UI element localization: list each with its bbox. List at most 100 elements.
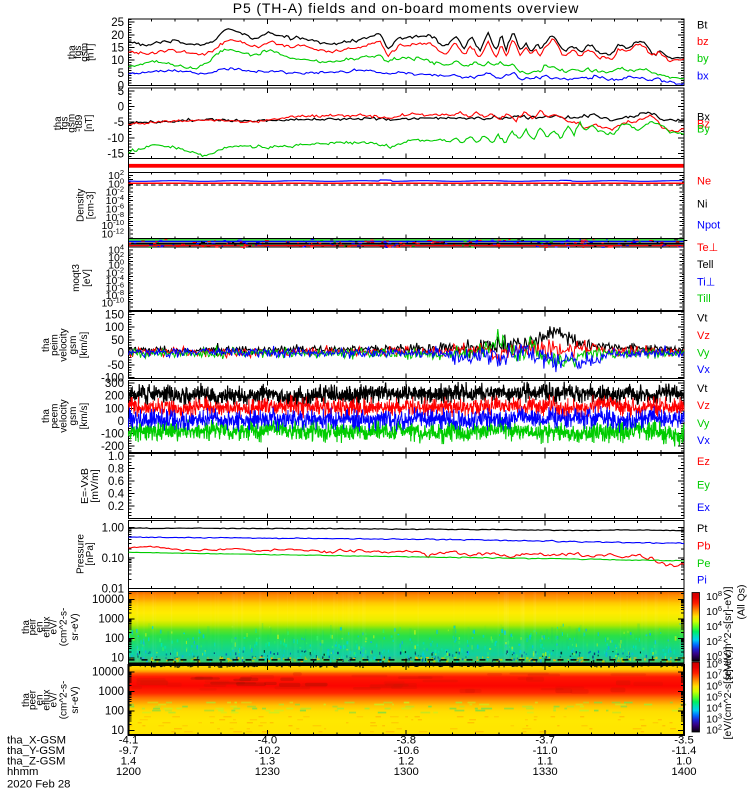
svg-text:[nT]: [nT]: [84, 114, 95, 131]
svg-text:Npot: Npot: [697, 220, 720, 232]
svg-text:[nT]: [nT]: [86, 43, 97, 60]
svg-text:-3.5: -3.5: [674, 735, 693, 747]
svg-text:en: en: [35, 694, 46, 705]
svg-text:tha: tha: [21, 620, 32, 634]
svg-text:fgs: fgs: [60, 117, 71, 130]
svg-text:Vz: Vz: [697, 330, 710, 342]
svg-text:1000: 1000: [98, 686, 124, 698]
svg-text:0.8: 0.8: [108, 464, 124, 476]
svg-text:200: 200: [105, 391, 124, 403]
svg-text:1200: 1200: [116, 766, 141, 778]
svg-text:Vy: Vy: [697, 348, 710, 360]
svg-text:velocity: velocity: [59, 399, 70, 432]
svg-text:-5: -5: [114, 117, 124, 129]
svg-text:sr-eV): sr-eV): [70, 613, 81, 640]
svg-text:-10.6: -10.6: [393, 745, 419, 757]
svg-text:Ti⊥: Ti⊥: [697, 277, 715, 289]
svg-text:by: by: [697, 53, 709, 65]
svg-text:-4.0: -4.0: [258, 735, 277, 747]
svg-text:[cm-3]: [cm-3]: [86, 191, 97, 219]
svg-text:10-10: 10-10: [101, 296, 124, 310]
svg-text:1000: 1000: [98, 614, 124, 626]
svg-text:10-12: 10-12: [101, 227, 124, 241]
svg-text:Vx: Vx: [697, 435, 710, 447]
svg-text:[eV/(cm^2-s[sr]-eV)]: [eV/(cm^2-s[sr]-eV)]: [722, 586, 734, 679]
svg-text:-200: -200: [101, 441, 124, 453]
svg-text:tha: tha: [67, 45, 78, 59]
svg-text:102: 102: [706, 634, 722, 648]
svg-text:-11.0: -11.0: [533, 745, 558, 757]
svg-text:Ne: Ne: [697, 176, 711, 188]
svg-text:-4.1: -4.1: [119, 735, 138, 747]
svg-text:gsm: gsm: [68, 336, 79, 355]
svg-text:150: 150: [105, 309, 124, 321]
svg-text:104: 104: [706, 619, 722, 633]
svg-text:-100: -100: [101, 373, 124, 385]
svg-text:10: 10: [111, 55, 124, 67]
svg-text:gsm: gsm: [67, 114, 78, 133]
svg-text:0: 0: [118, 416, 124, 428]
svg-text:By: By: [697, 124, 710, 136]
svg-text:0: 0: [118, 81, 124, 93]
svg-text:Ni: Ni: [697, 199, 707, 211]
svg-text:tha_Y-GSM: tha_Y-GSM: [7, 745, 65, 757]
svg-text:1.0: 1.0: [108, 451, 124, 463]
svg-text:0.4: 0.4: [108, 489, 125, 501]
svg-text:velocity: velocity: [59, 328, 70, 361]
svg-text:-9.7: -9.7: [119, 745, 138, 757]
svg-text:Vt: Vt: [697, 383, 707, 395]
svg-text:1400: 1400: [671, 766, 696, 778]
svg-text:[km/s]: [km/s]: [79, 402, 90, 429]
svg-text:gsm: gsm: [80, 43, 91, 62]
svg-text:10: 10: [111, 725, 124, 737]
svg-text:1.2: 1.2: [398, 756, 414, 768]
svg-text:tha: tha: [41, 338, 52, 352]
svg-text:106: 106: [706, 604, 722, 618]
svg-text:tha: tha: [53, 116, 64, 130]
svg-text:eV/: eV/: [49, 619, 60, 634]
svg-text:10: 10: [111, 653, 124, 665]
svg-text:E=-VxB: E=-VxB: [79, 468, 91, 504]
svg-text:moqt3: moqt3: [71, 264, 82, 292]
svg-text:20: 20: [111, 30, 124, 42]
svg-text:Ez: Ez: [697, 456, 710, 468]
svg-text:1.4: 1.4: [121, 756, 137, 768]
svg-text:peer: peer: [28, 689, 39, 710]
svg-text:tha_Z-GSM: tha_Z-GSM: [7, 756, 65, 768]
svg-text:gsm: gsm: [68, 407, 79, 426]
svg-text:1230: 1230: [255, 766, 280, 778]
svg-text:15: 15: [111, 43, 124, 55]
svg-text:-50: -50: [107, 360, 124, 372]
svg-text:Te⊥: Te⊥: [697, 242, 718, 254]
svg-text:Bt: Bt: [697, 20, 707, 32]
svg-text:100: 100: [105, 706, 124, 718]
svg-text:[eV/(cm^2-s[sr]-eV)]: [eV/(cm^2-s[sr]-eV)]: [722, 646, 734, 739]
svg-text:100: 100: [105, 403, 124, 415]
svg-text:5: 5: [118, 68, 124, 80]
svg-text:50: 50: [111, 335, 124, 347]
svg-text:-11.4: -11.4: [672, 745, 697, 757]
svg-text:Ex: Ex: [697, 502, 710, 514]
svg-text:Vx: Vx: [697, 364, 710, 376]
svg-text:Vt: Vt: [697, 313, 707, 325]
svg-text:(cm^2-s-: (cm^2-s-: [59, 608, 70, 647]
svg-text:1.00: 1.00: [102, 523, 124, 535]
svg-text:108: 108: [706, 589, 722, 603]
svg-text:0.2: 0.2: [108, 501, 124, 513]
svg-text:[mV/m]: [mV/m]: [89, 469, 101, 502]
svg-text:-10: -10: [107, 133, 124, 145]
svg-text:eV/: eV/: [49, 692, 60, 707]
svg-text:Pe: Pe: [697, 558, 710, 570]
svg-text:0: 0: [118, 102, 124, 114]
svg-text:Pt: Pt: [697, 523, 707, 535]
svg-text:0.10: 0.10: [102, 553, 124, 565]
svg-text:en: en: [35, 621, 46, 632]
svg-text:Pb: Pb: [697, 541, 710, 553]
svg-text:Ey: Ey: [697, 480, 710, 492]
svg-text:Bz: Bz: [697, 118, 710, 130]
svg-text:-10.2: -10.2: [255, 745, 281, 757]
svg-text:hhmm: hhmm: [7, 766, 38, 778]
svg-text:-3.8: -3.8: [397, 735, 416, 747]
svg-text:5: 5: [118, 86, 124, 98]
svg-text:peir: peir: [28, 618, 39, 635]
